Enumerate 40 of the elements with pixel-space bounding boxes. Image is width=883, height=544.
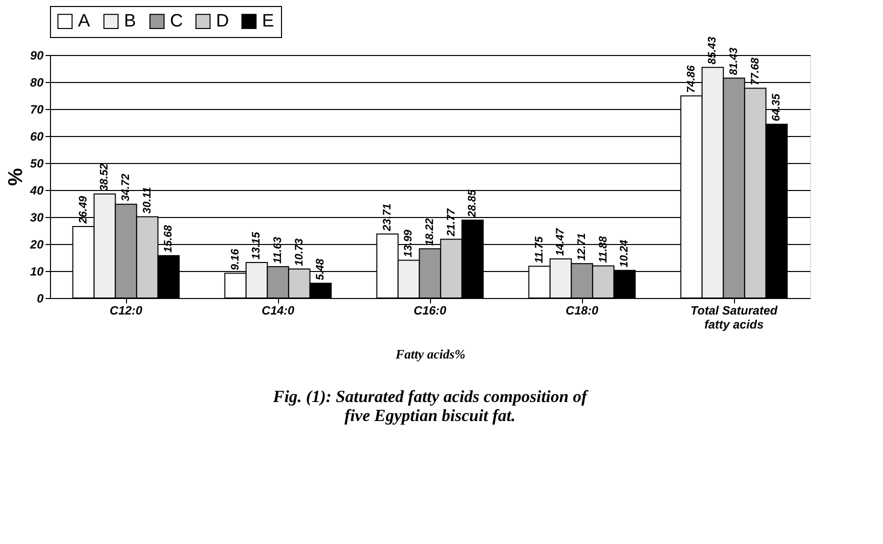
y-tick-label: 10: [30, 264, 44, 278]
x-tick-label: C18:0: [566, 304, 599, 318]
y-tick-label: 90: [30, 48, 44, 62]
y-tick-label: 40: [29, 184, 44, 198]
data-label: 85.43: [706, 36, 719, 64]
x-axis-title: Fatty acids%: [394, 346, 466, 362]
data-label: 26.49: [77, 195, 90, 224]
data-label: 18.22: [424, 218, 436, 246]
y-tick-label: 0: [36, 292, 44, 306]
y-tick-label: 60: [30, 130, 44, 144]
y-tick-label: 50: [30, 156, 44, 170]
y-tick-label: 20: [29, 238, 44, 252]
data-label: 14.47: [554, 228, 567, 256]
data-label: 11.75: [533, 236, 546, 264]
x-tick-label: C16:0: [414, 304, 447, 318]
x-tick-label: C12:0: [110, 304, 143, 318]
data-label: 13.15: [250, 231, 263, 260]
data-label: 64.35: [770, 92, 783, 122]
text: Fig. (1): Saturated fatty acids composition of five Egyptian biscuit fat.: [272, 387, 590, 425]
y-tick-label: 30: [30, 210, 44, 224]
data-label: 9.16: [229, 248, 242, 270]
x-tick-label: C14:0: [262, 304, 295, 318]
data-label: 28.85: [466, 188, 479, 218]
x-tick-label: Total Saturated fatty acids: [690, 304, 778, 332]
data-label: 10.24: [618, 240, 631, 268]
legend-label: B: [124, 10, 136, 30]
data-label: 5.48: [314, 258, 327, 280]
y-axis-title: %: [5, 168, 28, 186]
legend-label: A: [78, 10, 90, 30]
data-label: 13.99: [402, 228, 415, 258]
data-label: 38.52: [98, 163, 111, 191]
data-label: 12.71: [576, 233, 588, 261]
y-tick-label: 80: [30, 76, 44, 90]
legend-label: E: [262, 10, 274, 30]
y-tick-label: 70: [30, 102, 44, 116]
legend-label: C: [170, 10, 183, 30]
data-label: 21.77: [445, 208, 458, 238]
data-label: 10.73: [293, 238, 306, 266]
data-label: 23.71: [381, 203, 394, 232]
legend-label: D: [216, 10, 229, 30]
